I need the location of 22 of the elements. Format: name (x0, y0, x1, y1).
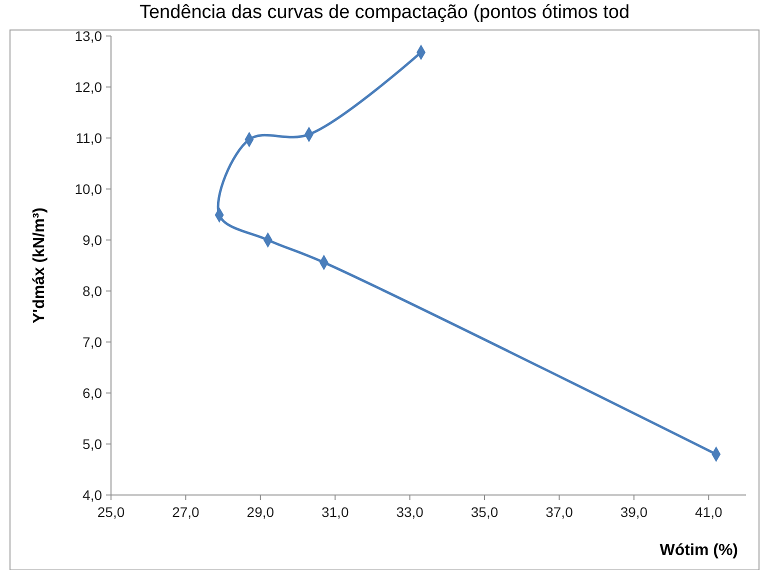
y-tick-label: 13,0 (74, 28, 102, 44)
y-tick-label: 6,0 (82, 385, 102, 401)
y-tick-label: 7,0 (82, 334, 102, 350)
y-tick-label: 8,0 (82, 283, 102, 299)
y-tick-label: 10,0 (74, 181, 102, 197)
x-tick-label: 31,0 (321, 504, 349, 520)
x-tick-label: 39,0 (620, 504, 648, 520)
y-tick-label: 9,0 (82, 232, 102, 248)
x-axis-title: Wótim (%) (660, 542, 738, 559)
y-tick-label: 5,0 (82, 436, 102, 452)
x-tick-label: 41,0 (695, 504, 722, 520)
x-tick-label: 29,0 (246, 504, 274, 520)
y-tick-label: 4,0 (82, 487, 102, 503)
y-tick-label: 12,0 (74, 79, 102, 95)
x-tick-label: 25,0 (97, 504, 125, 520)
y-axis-title: Y'dmáx (kN/m³) (31, 208, 48, 324)
x-tick-label: 35,0 (470, 504, 498, 520)
x-tick-label: 27,0 (172, 504, 200, 520)
x-tick-label: 33,0 (396, 504, 424, 520)
y-tick-label: 11,0 (76, 130, 102, 146)
chart-title: Tendência das curvas de compactação (pontos ótimos tod (139, 2, 630, 23)
x-tick-label: 37,0 (546, 504, 574, 520)
